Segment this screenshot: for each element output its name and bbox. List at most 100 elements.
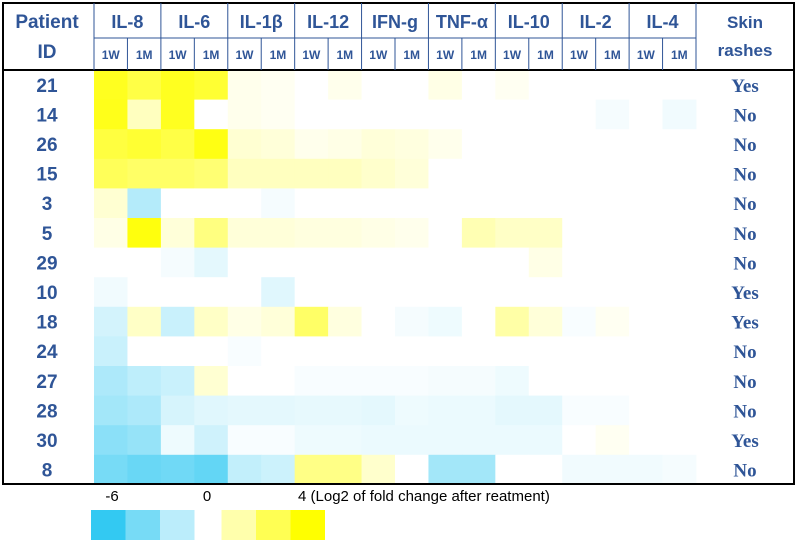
heatmap-cell: [94, 336, 128, 367]
timepoint-header: 1W: [169, 48, 188, 62]
heatmap-cell: [461, 188, 496, 219]
timepoint-header: 1M: [537, 48, 554, 62]
heatmap-cell: [395, 218, 429, 248]
patient-id-label: 21: [36, 76, 58, 97]
legend-max-label: 4 (Log2 of fold change after reatment): [298, 488, 550, 505]
skin-rash-label: No: [733, 461, 756, 482]
heatmap-cell: [94, 70, 128, 100]
timepoint-header: 1W: [369, 48, 388, 62]
heatmap-cell: [562, 70, 597, 100]
heatmap-cell: [428, 336, 463, 367]
heatmap-cell: [94, 247, 128, 278]
patient-id-label: 5: [42, 224, 53, 245]
heatmap-cell: [127, 188, 162, 219]
heatmap-cell: [127, 336, 162, 367]
legend-swatch: [256, 510, 291, 540]
heatmap-cell: [495, 70, 530, 100]
heatmap-cell: [461, 99, 496, 130]
heatmap-cell: [629, 129, 663, 160]
heatmap-cell: [495, 188, 530, 219]
heatmap-cell: [328, 247, 362, 278]
heatmap-cell: [428, 188, 463, 219]
heatmap-cell: [461, 277, 496, 308]
heatmap-cell: [629, 454, 663, 485]
heatmap-cell: [395, 306, 429, 337]
heatmap-cell: [562, 218, 597, 248]
timepoint-header: 1W: [637, 48, 656, 62]
heatmap-cell: [395, 247, 429, 278]
timepoint-header: 1M: [403, 48, 420, 62]
heatmap-cell: [662, 158, 697, 189]
skin-rash-label: No: [733, 135, 756, 156]
heatmap-cell: [261, 306, 296, 337]
heatmap-cell: [194, 336, 229, 367]
cytokine-header: IL-4: [647, 12, 679, 32]
heatmap-cell: [428, 395, 463, 426]
heatmap-cell: [428, 129, 463, 160]
heatmap-cell: [261, 158, 296, 189]
heatmap-cell: [294, 336, 329, 367]
heatmap-cell: [127, 306, 162, 337]
cytokine-header: IFN-g: [372, 12, 418, 32]
heatmap-cell: [528, 99, 563, 130]
heatmap-cell: [160, 425, 195, 456]
cytokine-header: IL-8: [111, 12, 143, 32]
skin-rash-label: No: [733, 253, 756, 274]
heatmap-cell: [294, 99, 329, 130]
heatmap-cell: [662, 425, 697, 456]
heatmap-cell: [94, 277, 128, 308]
heatmap-cell: [461, 306, 496, 337]
heatmap-cell: [361, 70, 396, 100]
heatmap-cell: [461, 247, 496, 278]
heatmap-cell: [328, 129, 362, 160]
heatmap-cell: [595, 218, 630, 248]
heatmap-cell: [595, 277, 630, 308]
heatmap-cell: [562, 129, 597, 160]
heatmap-cell: [461, 70, 496, 100]
cytokine-header: IL-1β: [240, 12, 283, 32]
cytokine-header: IL-6: [178, 12, 210, 32]
heatmap-cell: [328, 218, 362, 248]
heatmap-cell: [160, 247, 195, 278]
heatmap-cell: [160, 395, 195, 426]
cytokine-header: TNF-α: [436, 12, 488, 32]
heatmap-cell: [428, 366, 463, 396]
heatmap-cell: [395, 454, 429, 485]
heatmap-cell: [261, 425, 296, 456]
legend-swatch: [160, 510, 195, 540]
heatmap-cell: [94, 218, 128, 248]
heatmap-cell: [294, 247, 329, 278]
heatmap-cell: [428, 218, 463, 248]
heatmap-cell: [194, 277, 229, 308]
heatmap-cell: [495, 247, 530, 278]
heatmap-cell: [361, 247, 396, 278]
heatmap-cell: [94, 454, 128, 485]
patient-id-label: 26: [36, 135, 57, 156]
heatmap-cell: [294, 277, 329, 308]
heatmap-cell: [461, 158, 496, 189]
heatmap-cell: [395, 277, 429, 308]
heatmap-cell: [395, 70, 429, 100]
heatmap-cell: [528, 70, 563, 100]
patient-id-label: 3: [42, 194, 53, 215]
heatmap-cell: [127, 158, 162, 189]
heatmap-cell: [227, 395, 262, 426]
heatmap-cell: [662, 454, 697, 485]
legend-swatch: [125, 510, 160, 540]
heatmap-cell: [662, 277, 697, 308]
heatmap-cell: [294, 425, 329, 456]
heatmap-cell: [328, 395, 362, 426]
heatmap-cell: [562, 99, 597, 130]
heatmap-cell: [662, 336, 697, 367]
heatmap-cell: [194, 425, 229, 456]
heatmap-cell: [428, 247, 463, 278]
heatmap-cell: [495, 306, 530, 337]
heatmap-cell: [629, 70, 663, 100]
heatmap-cell: [662, 395, 697, 426]
heatmap-cell: [227, 99, 262, 130]
heatmap-cell: [528, 306, 563, 337]
heatmap-cell: [194, 454, 229, 485]
timepoint-header: 1W: [436, 48, 455, 62]
timepoint-header: 1M: [336, 48, 353, 62]
